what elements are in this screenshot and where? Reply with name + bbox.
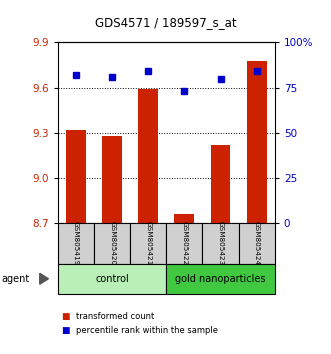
Text: ■: ■ <box>61 326 70 336</box>
Bar <box>211 145 230 223</box>
Text: percentile rank within the sample: percentile rank within the sample <box>76 326 218 336</box>
Bar <box>247 61 266 223</box>
Text: GSM805420: GSM805420 <box>109 221 115 266</box>
Bar <box>174 214 194 223</box>
Text: transformed count: transformed count <box>76 312 154 321</box>
Text: GSM805423: GSM805423 <box>217 221 223 266</box>
Text: GSM805421: GSM805421 <box>145 221 151 266</box>
Text: gold nanoparticles: gold nanoparticles <box>175 274 266 284</box>
Bar <box>102 136 122 223</box>
Text: control: control <box>95 274 129 284</box>
Bar <box>138 89 158 223</box>
Text: GDS4571 / 189597_s_at: GDS4571 / 189597_s_at <box>95 16 236 29</box>
Text: agent: agent <box>2 274 30 284</box>
Text: GSM805422: GSM805422 <box>181 221 187 266</box>
Text: GSM805419: GSM805419 <box>73 221 79 266</box>
Text: GSM805424: GSM805424 <box>254 221 260 266</box>
Polygon shape <box>40 273 48 284</box>
Bar <box>66 130 86 223</box>
Text: ■: ■ <box>61 312 70 321</box>
